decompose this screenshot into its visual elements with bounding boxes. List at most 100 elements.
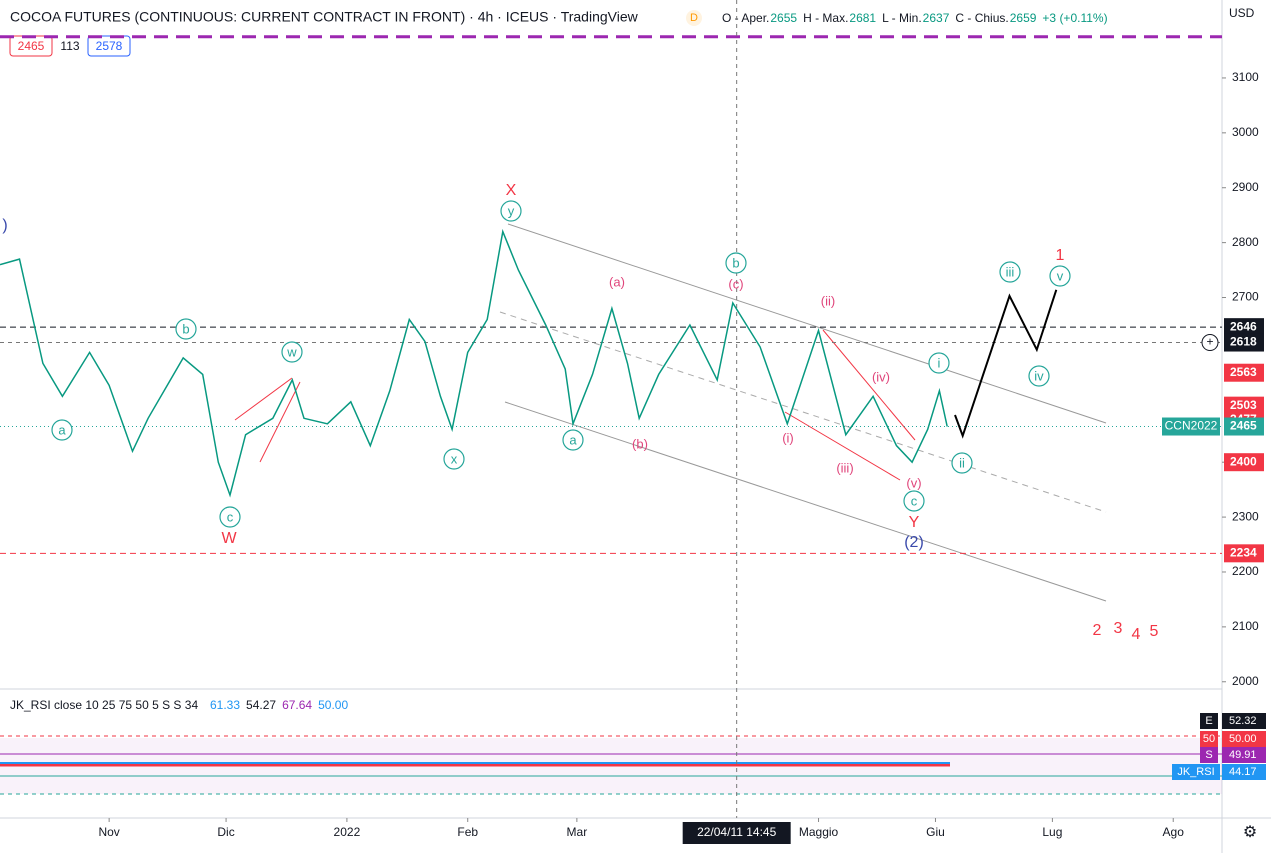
trend-line bbox=[822, 329, 916, 441]
wave-label: X bbox=[506, 182, 517, 199]
wave-circle bbox=[951, 452, 973, 474]
price-label-bg bbox=[1224, 318, 1264, 337]
wave-circle bbox=[928, 352, 950, 374]
wave-circle bbox=[1049, 265, 1071, 287]
price-label: 2234 bbox=[1230, 545, 1257, 559]
indicator-value: 50.00 bbox=[318, 698, 348, 712]
wave-circle bbox=[999, 261, 1021, 283]
wave-label: ) bbox=[2, 217, 7, 234]
indicator-tag: JK_RSI bbox=[1177, 766, 1214, 778]
y-tick-label: 3000 bbox=[1232, 125, 1259, 139]
wave-label: c bbox=[911, 493, 918, 508]
price-label-bg bbox=[1224, 417, 1264, 436]
y-tick-label: 2300 bbox=[1232, 509, 1259, 523]
wave-label: iv bbox=[1034, 368, 1044, 383]
trend-line bbox=[234, 377, 293, 421]
x-tick-label: Maggio bbox=[799, 825, 839, 839]
wave-label: w bbox=[286, 344, 297, 359]
wave-label: (a) bbox=[609, 274, 625, 289]
wave-label: 4 bbox=[1132, 626, 1141, 643]
x-tick-label: Lug bbox=[1042, 825, 1062, 839]
crosshair-plus-text: + bbox=[1206, 335, 1213, 349]
wave-circle bbox=[175, 318, 197, 340]
y-tick-label: 2900 bbox=[1232, 180, 1259, 194]
wave-label: 2 bbox=[1093, 622, 1102, 639]
wave-circle bbox=[500, 200, 522, 222]
wave-label: W bbox=[221, 530, 237, 547]
ohlc-label: L - Min. bbox=[882, 11, 922, 25]
wave-label: 5 bbox=[1150, 623, 1159, 640]
wave-label: (i) bbox=[782, 430, 794, 445]
wave-label: 3 bbox=[1114, 620, 1123, 637]
indicator-tag: S bbox=[1205, 749, 1212, 761]
price-label: 2563 bbox=[1230, 365, 1257, 379]
price-label: 2646 bbox=[1230, 319, 1257, 333]
ohlc-label: H - Max. bbox=[803, 11, 848, 25]
wave-label: b bbox=[182, 321, 189, 336]
wave-label: i bbox=[938, 355, 941, 370]
wave-circle bbox=[725, 252, 747, 274]
wave-circle bbox=[562, 429, 584, 451]
value-box-text: 113 bbox=[60, 39, 79, 53]
chart-title: COCOA FUTURES (CONTINUOUS: CURRENT CONTR… bbox=[10, 9, 639, 25]
wave-label: 1 bbox=[1056, 247, 1065, 264]
indicator-tag-bg bbox=[1200, 713, 1218, 729]
wave-circle bbox=[51, 419, 73, 441]
indicator-label-bg bbox=[1222, 764, 1266, 780]
x-tick-label: Giu bbox=[926, 825, 945, 839]
wave-label: iii bbox=[1006, 264, 1015, 279]
wave-label: (iii) bbox=[836, 460, 853, 475]
value-box-text: 2578 bbox=[96, 39, 123, 53]
indicator-label: 49.91 bbox=[1229, 749, 1257, 761]
settings-icon[interactable]: ⚙ bbox=[1243, 824, 1257, 841]
indicator-label: 50.00 bbox=[1229, 733, 1257, 745]
ohlc-label: O - Aper. bbox=[722, 11, 769, 25]
wave-circle bbox=[443, 448, 465, 470]
wave-label: (c) bbox=[728, 276, 743, 291]
wave-circle bbox=[281, 341, 303, 363]
y-tick-label: 3100 bbox=[1232, 70, 1259, 84]
trend-line bbox=[259, 381, 301, 463]
wave-circle bbox=[219, 506, 241, 528]
ohlc-label: C - Chius. bbox=[955, 11, 1008, 25]
wave-label: c bbox=[227, 509, 234, 524]
indicator-label: 44.17 bbox=[1229, 766, 1257, 778]
indicator-label-bg bbox=[1222, 731, 1266, 747]
symbol-label: CCN2022 bbox=[1165, 419, 1218, 433]
projection-line bbox=[954, 289, 1058, 439]
ohlc-change: +3 (+0.11%) bbox=[1042, 11, 1107, 25]
indicator-name: JK_RSI close 10 25 75 50 5 S S 34 bbox=[10, 698, 198, 712]
x-tick-label: Ago bbox=[1163, 825, 1185, 839]
wave-label: b bbox=[732, 255, 739, 270]
badge-bg bbox=[686, 10, 702, 26]
wave-label: a bbox=[569, 432, 577, 447]
price-label-bg bbox=[1224, 363, 1264, 382]
y-tick-label: 2100 bbox=[1232, 619, 1259, 633]
trend-line bbox=[784, 411, 901, 481]
indicator-tag-bg bbox=[1200, 731, 1218, 747]
indicator-tag: E bbox=[1205, 715, 1212, 727]
currency: USD bbox=[1229, 6, 1255, 20]
wave-label: (iv) bbox=[872, 369, 890, 384]
indicator-value: 67.64 bbox=[282, 698, 312, 712]
wave-label: a bbox=[58, 422, 66, 437]
y-tick-label: 2800 bbox=[1232, 235, 1259, 249]
y-tick-label: 2200 bbox=[1232, 564, 1259, 578]
crosshair-plus[interactable] bbox=[1201, 334, 1219, 352]
price-label: 2503 bbox=[1230, 398, 1257, 412]
indicator-value: 54.27 bbox=[246, 698, 276, 712]
crosshair-label-bg bbox=[682, 822, 791, 844]
indicator-value: 61.33 bbox=[210, 698, 240, 712]
channel-mid bbox=[499, 311, 1107, 513]
value-box-text: 2465 bbox=[18, 39, 45, 53]
ohlc-value: 2659 bbox=[1010, 11, 1037, 25]
wave-circle bbox=[1028, 365, 1050, 387]
channel-line bbox=[504, 401, 1107, 602]
wave-label: (2) bbox=[904, 534, 924, 551]
wave-label: Y bbox=[909, 514, 920, 531]
x-tick-label: Nov bbox=[98, 825, 119, 839]
y-tick-label: 2000 bbox=[1232, 674, 1259, 688]
ohlc-value: 2655 bbox=[770, 11, 797, 25]
x-tick-label: Mar bbox=[567, 825, 588, 839]
